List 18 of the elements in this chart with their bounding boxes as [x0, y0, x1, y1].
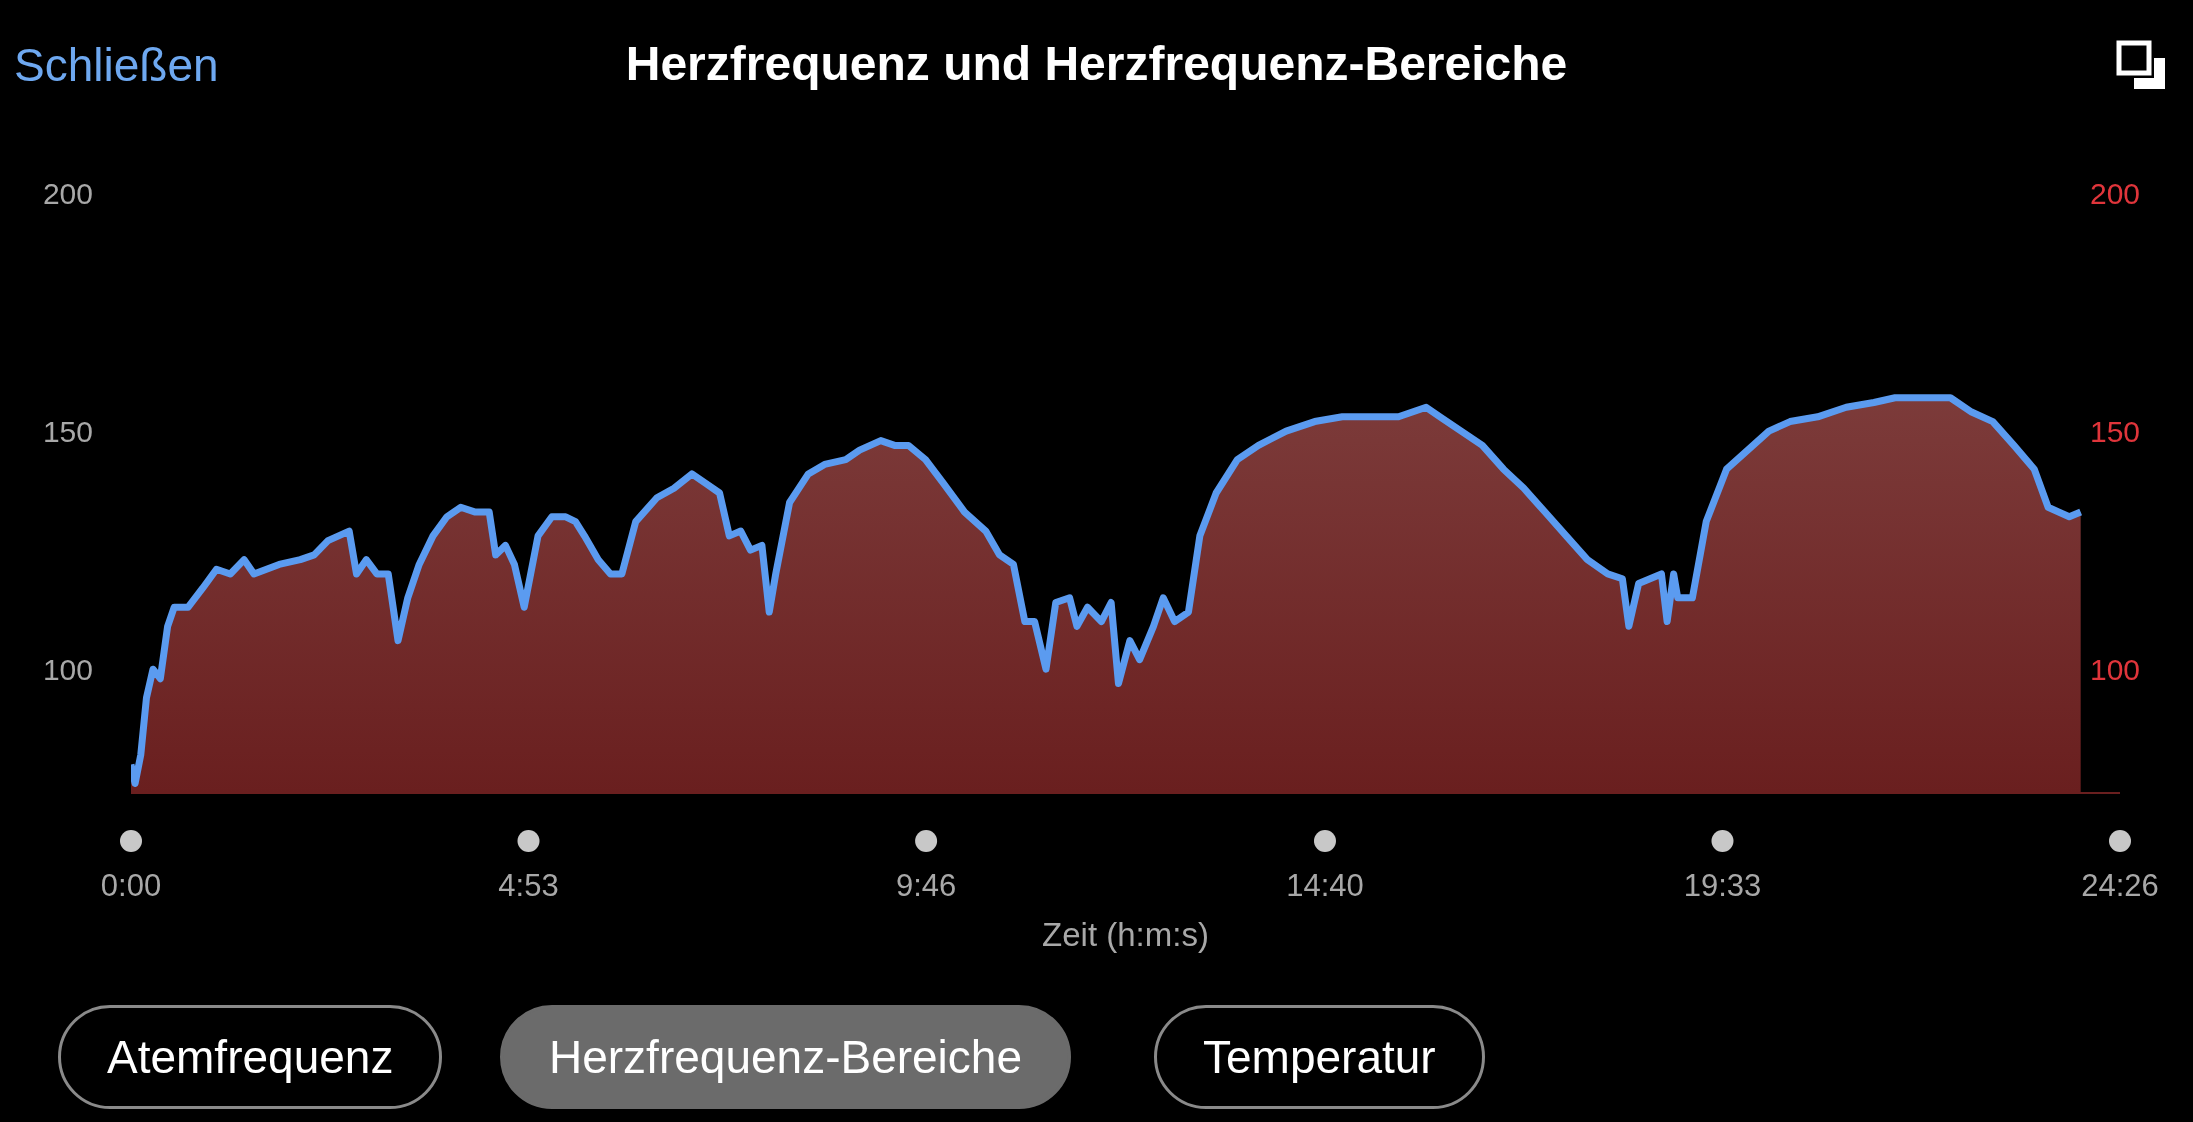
text: Atemfrequenz	[58, 1005, 443, 1109]
x-tick-label: 9:46	[895, 868, 957, 903]
x-tick-label: 0:00	[100, 868, 162, 903]
y-tick-label: 200	[42, 176, 93, 210]
chart-title: Herzfrequenz und Herzfrequenz-Bereiche	[625, 37, 1568, 90]
x-tick-label: 24:26	[2081, 868, 2159, 903]
x-tick-label: 14:40	[1286, 868, 1364, 903]
text: Temperatur	[1154, 1005, 1485, 1109]
x-axis-title: Zeit (h:m:s)	[1042, 916, 1209, 953]
text: Herzfrequenz-Bereiche	[500, 1005, 1072, 1109]
y-tick-label: 150	[42, 414, 93, 448]
x-tick-label: 4:53	[498, 868, 559, 903]
y2-tick-label: 150	[2090, 415, 2141, 449]
y-tick-label: 100	[42, 652, 93, 686]
y2-tick-label: 100	[2090, 653, 2141, 687]
x-tick-label: 19:33	[1683, 868, 1762, 903]
y2-tick-label: 200	[2090, 177, 2141, 210]
text: Schließen	[14, 38, 219, 92]
